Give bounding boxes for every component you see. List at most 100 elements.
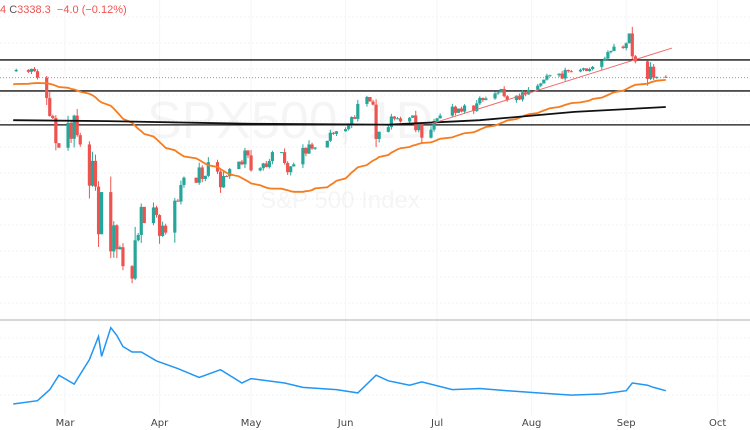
trendline[interactable]: [430, 47, 673, 125]
candle-body: [499, 88, 503, 93]
candle-body: [459, 108, 464, 112]
candle-body: [377, 131, 381, 139]
watermark-name: S&P 500 Index: [260, 187, 420, 214]
candle-body: [222, 176, 226, 188]
candle-body: [475, 103, 479, 112]
candle-body: [569, 71, 573, 73]
candle-body: [51, 115, 55, 119]
candle-body: [652, 66, 656, 78]
price-legend: 4 C3338.3 −4.0 (−0.12%): [0, 4, 127, 16]
candle-body: [304, 147, 308, 154]
candle-body: [270, 152, 274, 162]
candle-body: [179, 184, 183, 202]
candle-body: [621, 46, 625, 49]
candle-body: [435, 118, 439, 122]
candle-body: [520, 92, 525, 100]
candle-body: [154, 207, 159, 216]
candle-body: [624, 43, 628, 49]
candle-body: [325, 140, 329, 148]
candle-body: [307, 144, 311, 154]
candle-body: [267, 161, 271, 168]
candle-body: [633, 56, 637, 62]
candle-body: [606, 52, 610, 59]
candle-body: [29, 68, 34, 72]
candle-body: [450, 106, 454, 116]
candle-body: [505, 96, 509, 101]
candle-body: [484, 98, 488, 101]
candle-body: [566, 69, 570, 72]
candle-body: [225, 176, 229, 178]
candle-body: [334, 131, 339, 134]
candle-body: [72, 115, 76, 139]
candle-body: [563, 69, 567, 79]
candle-body: [411, 115, 415, 118]
candle-body: [353, 117, 357, 119]
candle-body: [194, 177, 198, 183]
candle-body: [386, 127, 390, 132]
candle-body: [301, 147, 305, 165]
candle-body: [578, 69, 583, 72]
x-tick-label: Jun: [337, 418, 354, 429]
candle-body: [664, 76, 668, 78]
x-tick-label: Aug: [522, 418, 542, 429]
candle-body: [243, 150, 247, 165]
candle-body: [328, 132, 332, 141]
candle-body: [258, 168, 262, 171]
volatility-pane: [13, 326, 666, 405]
candle-body: [139, 206, 143, 235]
x-tick-label: May: [241, 418, 262, 429]
candle-body: [600, 60, 604, 67]
candle-body: [493, 93, 497, 99]
candle-body: [182, 177, 186, 185]
candle-body: [438, 115, 442, 119]
candle-body: [240, 161, 244, 165]
legend-close: 3338.3: [17, 4, 51, 16]
x-tick-label: Oct: [709, 418, 726, 429]
candle-body: [584, 68, 589, 72]
candle-body: [118, 247, 122, 250]
candle-body: [313, 147, 317, 149]
candle-body: [560, 73, 564, 79]
candle-body: [157, 215, 162, 236]
candle-body: [517, 95, 522, 100]
candle-body: [365, 96, 369, 104]
candle-body: [456, 108, 461, 113]
legend-prefix: 4: [0, 4, 7, 16]
candle-body: [432, 121, 436, 130]
candle-body: [545, 75, 549, 80]
candle-body: [75, 115, 79, 136]
candle-body: [136, 234, 140, 241]
candle-body: [54, 118, 58, 144]
candle-body: [32, 68, 37, 72]
candle-body: [539, 83, 543, 86]
candle-body: [197, 167, 201, 183]
candle-body: [249, 155, 253, 171]
legend-close-label: C: [9, 4, 18, 16]
candle-body: [310, 144, 314, 149]
x-axis: Mar Apr May Jun Jul Aug Sep Oct: [56, 418, 727, 429]
candle-body: [581, 68, 586, 70]
candle-body: [472, 105, 476, 112]
candle-body: [588, 69, 592, 72]
candle-body: [261, 163, 265, 169]
x-tick-label: Sep: [617, 418, 636, 429]
candle-body: [591, 66, 595, 70]
candle-body: [69, 122, 73, 139]
candle-body: [100, 192, 104, 235]
candle-body: [121, 247, 125, 267]
candle-body: [420, 124, 424, 138]
candle-body: [612, 46, 616, 51]
candle-body: [389, 116, 393, 128]
candle-body: [514, 95, 518, 101]
x-tick-label: Jul: [430, 418, 443, 429]
candle-body: [206, 162, 210, 176]
candle-body: [453, 106, 457, 113]
candle-body: [417, 124, 421, 131]
candle-body: [292, 164, 296, 167]
candle-body: [93, 160, 98, 187]
candle-body: [536, 85, 540, 90]
candle-body: [371, 101, 375, 105]
sma50-line: [13, 79, 666, 193]
candle-body: [115, 225, 119, 250]
